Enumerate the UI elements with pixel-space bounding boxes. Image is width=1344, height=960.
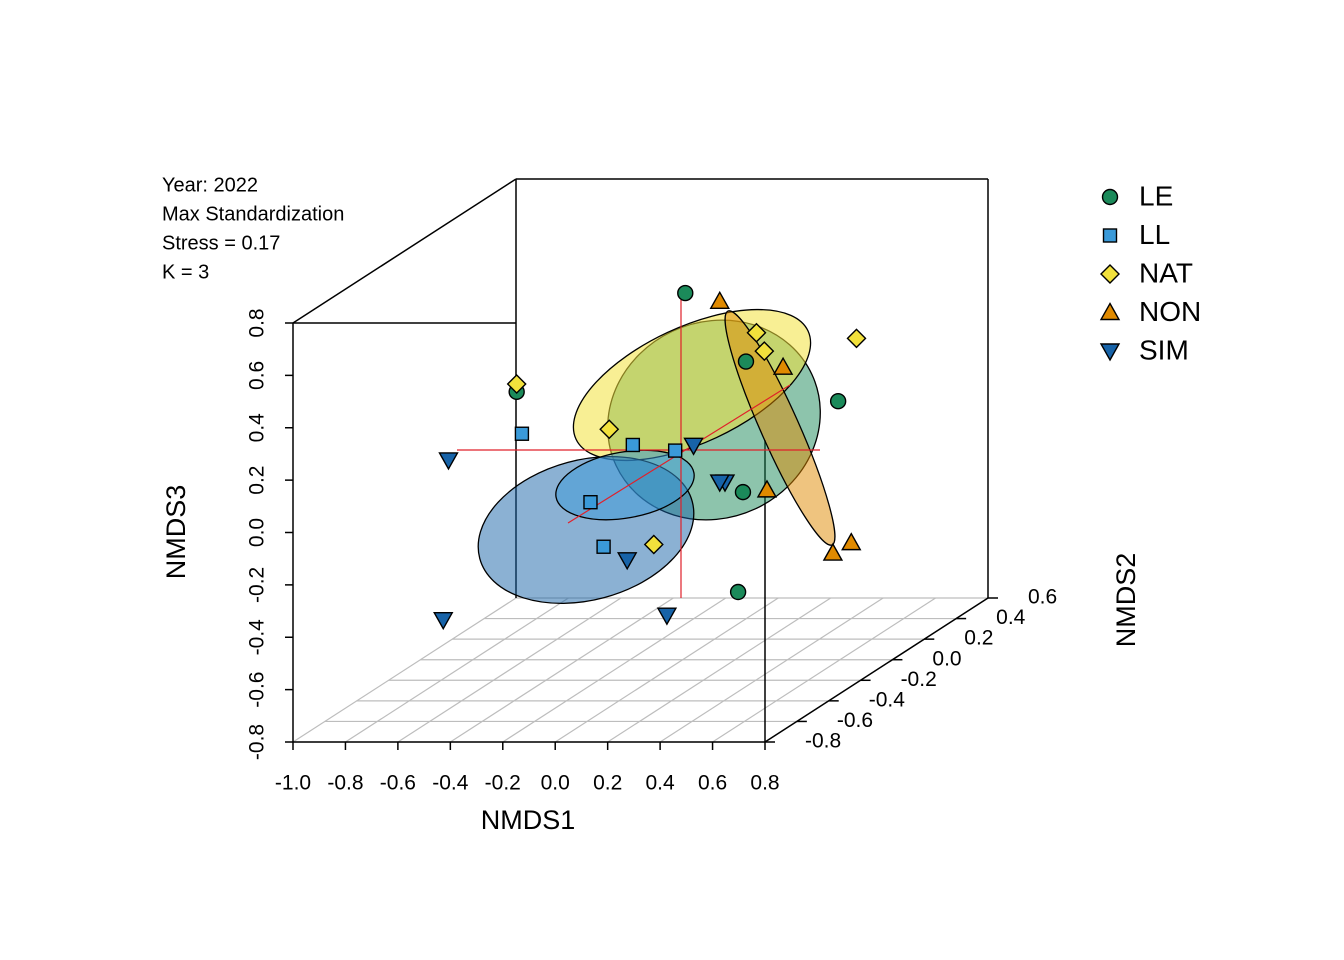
floor-grid [292, 597, 989, 743]
point [1102, 228, 1118, 243]
point [583, 495, 598, 510]
point [1100, 264, 1120, 284]
x-tick-label: -0.2 [485, 772, 521, 795]
point [772, 356, 794, 375]
z-tick-label: -0.8 [246, 724, 269, 760]
point [683, 437, 704, 456]
annotation: Max Standardization [162, 203, 344, 225]
legend-label: LE [1139, 180, 1173, 211]
point [625, 437, 641, 453]
y-tick-label: -0.4 [869, 688, 906, 711]
point [677, 284, 694, 302]
labels: Year: 2022 Max Standardization Stress = … [161, 174, 1141, 835]
y-tick-label: -0.8 [805, 730, 841, 753]
x-tick-label: 0.6 [698, 772, 727, 795]
point [616, 552, 638, 571]
y-tick-label: 0.2 [964, 627, 993, 650]
point [656, 607, 678, 626]
annotation: Year: 2022 [162, 174, 258, 196]
point [1101, 188, 1119, 206]
z-tick-label: -0.6 [246, 672, 269, 708]
point [667, 443, 683, 458]
point [846, 328, 867, 349]
x-tick-label: -0.4 [432, 772, 469, 795]
z-tick-label: 0.0 [246, 518, 269, 547]
x-tick-label: -0.8 [327, 772, 363, 795]
grid-line [292, 597, 517, 743]
legend-label: LL [1139, 219, 1170, 250]
grid-line [554, 597, 779, 743]
x-axis-label: NMDS1 [481, 805, 576, 835]
z-tick-label: 0.6 [246, 361, 269, 390]
y-tick-label: -0.2 [901, 668, 937, 691]
y-tick-label: 0.6 [1028, 586, 1057, 609]
annotation: K = 3 [162, 261, 209, 283]
x-tick-label: 0.4 [646, 772, 676, 795]
point [596, 539, 611, 554]
point [438, 452, 459, 471]
grid-line [345, 597, 569, 743]
grid-line [397, 597, 622, 743]
point [514, 426, 530, 441]
grid-line [450, 597, 674, 743]
point [754, 341, 775, 362]
y-axis-label: NMDS2 [1111, 553, 1141, 648]
point [1099, 343, 1121, 362]
x-tick-label: -0.6 [380, 772, 416, 795]
point [756, 479, 778, 498]
points [433, 284, 867, 631]
point [734, 483, 752, 501]
x-tick-label: 0.0 [541, 772, 570, 795]
x-tick-label: 0.2 [593, 772, 622, 795]
point [841, 532, 862, 551]
grid-line [502, 597, 727, 743]
point [737, 353, 755, 370]
y-tick-label: -0.6 [837, 709, 873, 732]
box-edge [292, 178, 517, 324]
point [829, 393, 847, 410]
ellipses [477, 308, 836, 605]
z-tick-label: 0.4 [246, 413, 269, 443]
grid-line [607, 597, 831, 743]
legend-item: NAT [1100, 257, 1193, 288]
z-axis-label: NMDS3 [161, 485, 191, 580]
legend-label: NAT [1139, 257, 1193, 288]
point [746, 322, 767, 343]
x-tick-label: 0.8 [750, 772, 779, 795]
point [506, 373, 527, 394]
point [709, 290, 730, 310]
x-tick-label: -1.0 [275, 772, 311, 795]
z-tick-label: 0.8 [246, 308, 269, 337]
point [709, 474, 730, 493]
y-tick-label: 0.0 [932, 647, 961, 670]
point [433, 611, 454, 631]
legend-label: SIM [1139, 334, 1189, 365]
z-tick-label: -0.4 [246, 619, 269, 656]
y-tick-label: 0.4 [996, 606, 1026, 629]
grid-line [659, 597, 884, 743]
grid-line [712, 597, 936, 743]
point [729, 583, 747, 601]
legend-item: LL [1102, 219, 1170, 250]
point [822, 542, 844, 561]
annotation: Stress = 0.17 [162, 232, 280, 254]
legend-item: SIM [1099, 334, 1189, 365]
legend-item: NON [1099, 296, 1201, 327]
box-edge [764, 597, 989, 743]
legend-label: NON [1139, 296, 1201, 327]
point [643, 534, 664, 555]
point [599, 419, 620, 440]
legend-item: LE [1101, 180, 1173, 211]
point [1099, 302, 1121, 321]
z-tick-label: 0.2 [246, 466, 269, 495]
z-tick-label: -0.2 [246, 567, 269, 603]
